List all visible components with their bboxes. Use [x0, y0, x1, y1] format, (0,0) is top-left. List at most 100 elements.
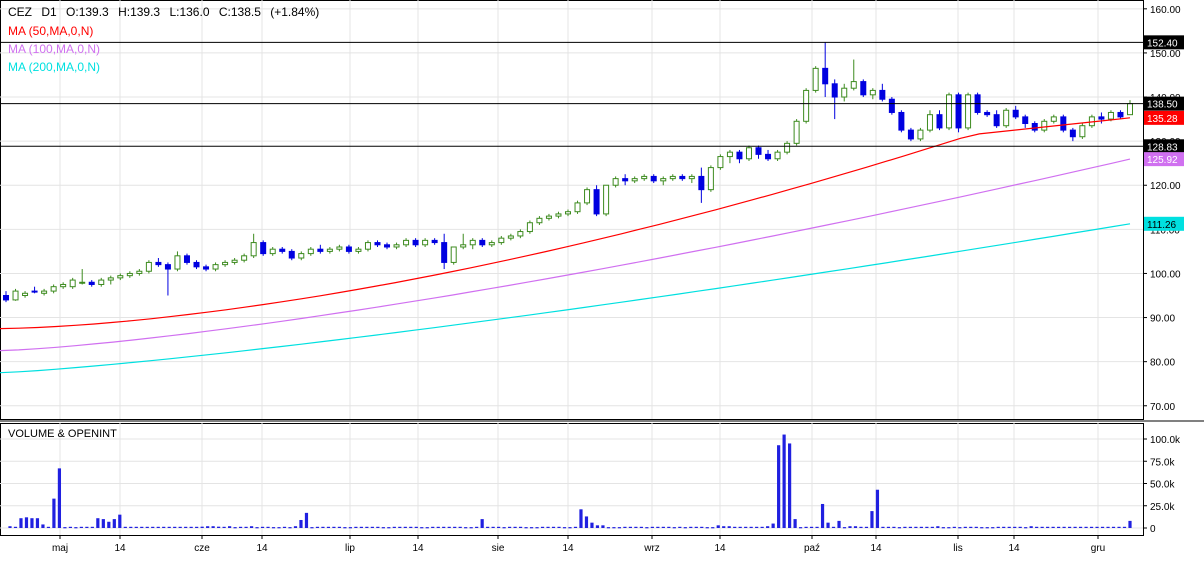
candle-down[interactable]: [898, 111, 905, 131]
candle-up[interactable]: [850, 81, 857, 89]
candle-down[interactable]: [183, 255, 190, 263]
candle-up[interactable]: [498, 237, 505, 244]
candle-up[interactable]: [326, 248, 333, 252]
candle-up[interactable]: [784, 142, 791, 153]
candle-down[interactable]: [593, 189, 600, 215]
candle-up[interactable]: [707, 167, 714, 191]
candle-down[interactable]: [384, 244, 391, 248]
candle-up[interactable]: [926, 114, 933, 131]
candle-up[interactable]: [631, 178, 638, 182]
candle-up[interactable]: [669, 175, 676, 180]
candle-up[interactable]: [555, 213, 562, 217]
candle-down[interactable]: [164, 264, 171, 270]
candle-up[interactable]: [98, 279, 105, 285]
candle-down[interactable]: [1012, 109, 1019, 118]
candle-up[interactable]: [869, 89, 876, 96]
candle-down[interactable]: [1031, 122, 1038, 131]
candle-down[interactable]: [1098, 116, 1105, 120]
candle-down[interactable]: [1117, 111, 1124, 118]
candle-up[interactable]: [241, 255, 248, 261]
candle-down[interactable]: [345, 246, 352, 252]
candle-up[interactable]: [79, 281, 86, 284]
candle-up[interactable]: [946, 94, 953, 129]
candle-up[interactable]: [364, 242, 371, 250]
candle-up[interactable]: [536, 217, 543, 224]
candle-up[interactable]: [717, 156, 724, 169]
candle-up[interactable]: [336, 246, 343, 250]
candle-down[interactable]: [765, 153, 772, 160]
ma200-legend[interactable]: MA (200,MA,0,N): [8, 60, 101, 74]
candle-down[interactable]: [203, 266, 210, 270]
candle-up[interactable]: [1041, 120, 1048, 131]
candle-down[interactable]: [31, 290, 38, 293]
candle-up[interactable]: [460, 244, 467, 248]
candle-down[interactable]: [1060, 116, 1067, 131]
candle-up[interactable]: [355, 248, 362, 252]
candle-up[interactable]: [812, 67, 819, 91]
candle-up[interactable]: [307, 248, 314, 255]
candle-up[interactable]: [212, 264, 219, 270]
candle-down[interactable]: [1069, 129, 1076, 138]
candle-up[interactable]: [41, 290, 48, 294]
candle-down[interactable]: [755, 147, 762, 155]
candle-down[interactable]: [622, 178, 629, 182]
candle-up[interactable]: [107, 277, 114, 281]
candle-down[interactable]: [698, 175, 705, 191]
candle-up[interactable]: [526, 222, 533, 233]
candle-up[interactable]: [517, 231, 524, 237]
candle-up[interactable]: [222, 261, 229, 266]
candle-up[interactable]: [1079, 125, 1086, 138]
candle-down[interactable]: [993, 114, 1000, 127]
candle-up[interactable]: [269, 248, 276, 255]
candle-up[interactable]: [584, 189, 591, 204]
candle-down[interactable]: [479, 239, 486, 246]
candle-up[interactable]: [745, 147, 752, 160]
candle-up[interactable]: [403, 239, 410, 246]
candle-up[interactable]: [69, 279, 76, 288]
candle-up[interactable]: [117, 275, 124, 279]
candle-up[interactable]: [1050, 116, 1057, 122]
candle-down[interactable]: [193, 261, 200, 268]
candle-down[interactable]: [650, 175, 657, 182]
candle-down[interactable]: [907, 129, 914, 140]
candle-up[interactable]: [545, 215, 552, 219]
candle-up[interactable]: [469, 239, 476, 246]
candle-up[interactable]: [1107, 111, 1114, 120]
candle-up[interactable]: [565, 211, 571, 215]
candle-down[interactable]: [374, 242, 381, 246]
candle-up[interactable]: [422, 239, 429, 246]
candle-up[interactable]: [250, 242, 257, 257]
candle-up[interactable]: [688, 175, 695, 180]
candle-up[interactable]: [803, 89, 810, 122]
candle-up[interactable]: [231, 259, 238, 263]
candle-up[interactable]: [60, 283, 67, 288]
candle-up[interactable]: [726, 151, 733, 158]
ma100-legend[interactable]: MA (100,MA,0,N): [8, 42, 101, 56]
candle-up[interactable]: [393, 244, 400, 248]
candle-down[interactable]: [3, 295, 9, 301]
candle-up[interactable]: [917, 129, 924, 140]
candle-up[interactable]: [22, 292, 29, 297]
candle-down[interactable]: [955, 94, 962, 129]
candle-up[interactable]: [641, 175, 648, 180]
candle-down[interactable]: [412, 239, 419, 246]
candle-up[interactable]: [12, 290, 19, 301]
candle-up[interactable]: [1003, 109, 1010, 127]
candle-up[interactable]: [136, 270, 143, 274]
candle-up[interactable]: [174, 255, 181, 270]
candle-down[interactable]: [88, 281, 95, 285]
candle-down[interactable]: [831, 83, 838, 98]
candle-down[interactable]: [1022, 116, 1029, 124]
candle-down[interactable]: [155, 261, 162, 266]
candle-up[interactable]: [507, 235, 514, 239]
candle-down[interactable]: [260, 242, 267, 255]
candle-down[interactable]: [860, 81, 867, 96]
candle-down[interactable]: [888, 98, 895, 113]
candle-up[interactable]: [50, 286, 57, 292]
candle-down[interactable]: [736, 151, 743, 160]
candle-up[interactable]: [298, 253, 305, 259]
candle-down[interactable]: [441, 242, 448, 263]
candle-up[interactable]: [660, 178, 667, 182]
candle-up[interactable]: [1127, 103, 1133, 116]
candle-up[interactable]: [793, 120, 800, 144]
